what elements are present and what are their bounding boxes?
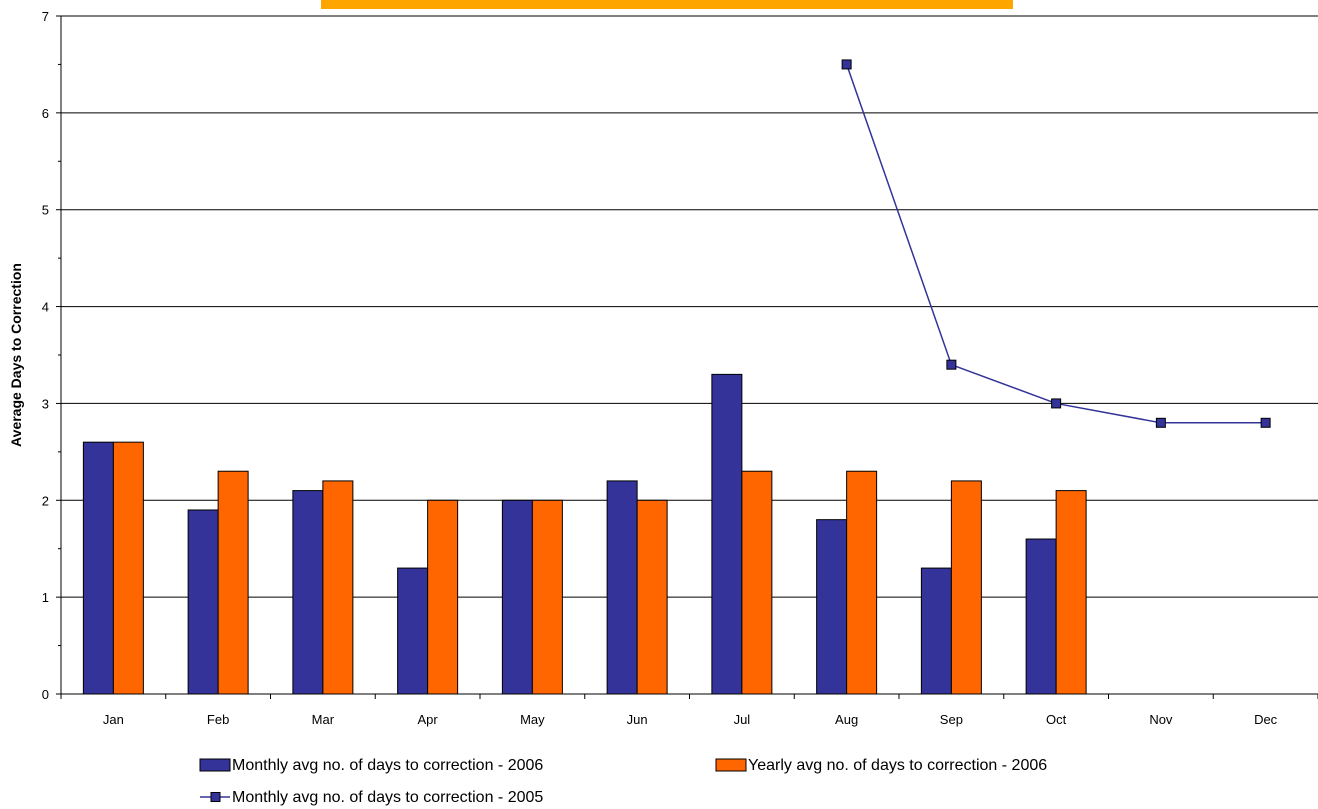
- gridlines: [61, 15, 1318, 598]
- bar-yearly-2006: [1055, 490, 1087, 695]
- x-tick-label: Nov: [1149, 712, 1173, 727]
- bar-yearly-2006: [217, 470, 249, 695]
- x-tick-label: Apr: [418, 712, 439, 727]
- bar-yearly-2006: [531, 499, 563, 695]
- x-tick-label: Feb: [207, 712, 229, 727]
- line-marker-2005: [946, 359, 957, 370]
- legend-swatch: [199, 758, 231, 772]
- x-tick-label: Oct: [1046, 712, 1067, 727]
- bar-monthly-2006: [920, 567, 952, 695]
- bar-monthly-2006: [82, 441, 114, 695]
- y-tick-label: 1: [42, 590, 49, 605]
- y-tick-label: 4: [42, 300, 49, 315]
- legend-item: Monthly avg no. of days to correction - …: [199, 757, 543, 774]
- line-marker-2005: [841, 59, 852, 70]
- x-tick-label: Jul: [734, 712, 751, 727]
- y-tick-label: 6: [42, 106, 49, 121]
- bar-yearly-2006: [322, 480, 354, 695]
- y-tick-label: 0: [42, 687, 49, 702]
- x-tick-label: Jun: [627, 712, 648, 727]
- bar-yearly-2006: [427, 499, 459, 695]
- bar-monthly-2006: [501, 499, 533, 695]
- legend: Monthly avg no. of days to correction - …: [199, 757, 1047, 806]
- x-tick-label: May: [520, 712, 545, 727]
- legend-marker: [210, 792, 221, 802]
- bar-yearly-2006: [741, 470, 773, 695]
- legend-label: Monthly avg no. of days to correction - …: [232, 757, 543, 774]
- y-tick-label: 3: [42, 396, 49, 411]
- bar-monthly-2006: [711, 373, 743, 695]
- bar-yearly-2006: [636, 499, 668, 695]
- x-tick-label: Mar: [312, 712, 335, 727]
- bar-yearly-2006: [846, 470, 878, 695]
- bar-yearly-2006: [112, 441, 144, 695]
- bar-monthly-2006: [816, 519, 848, 695]
- bar-monthly-2006: [292, 490, 324, 695]
- x-tick-label: Jan: [103, 712, 124, 727]
- bar-yearly-2006: [950, 480, 982, 695]
- title-banner: [321, 0, 1013, 9]
- line-series: [841, 59, 1271, 428]
- bars: [82, 373, 1087, 695]
- x-tick-label: Sep: [940, 712, 963, 727]
- bar-monthly-2006: [606, 480, 638, 695]
- legend-item: Yearly avg no. of days to correction - 2…: [715, 757, 1047, 774]
- x-tick-label: Dec: [1254, 712, 1278, 727]
- y-axis-title: Average Days to Correction: [8, 263, 24, 447]
- legend-label: Monthly avg no. of days to correction - …: [232, 789, 543, 806]
- line-marker-2005: [1155, 417, 1166, 428]
- x-tick-label: Aug: [835, 712, 858, 727]
- legend-item: Monthly avg no. of days to correction - …: [200, 789, 543, 806]
- bar-monthly-2006: [1025, 538, 1057, 695]
- line-marker-2005: [1260, 417, 1271, 428]
- y-tick-label: 7: [42, 9, 49, 24]
- y-tick-label: 5: [42, 203, 49, 218]
- bar-monthly-2006: [397, 567, 429, 695]
- bar-monthly-2006: [187, 509, 219, 695]
- y-tick-label: 2: [42, 493, 49, 508]
- line-marker-2005: [1051, 398, 1062, 409]
- legend-label: Yearly avg no. of days to correction - 2…: [748, 757, 1047, 774]
- axes: 0 1 2 3 4 5 6 7 Jan Feb Mar Apr May Jun Jul Aug Sep Oct No…: [42, 9, 1318, 727]
- legend-swatch: [715, 758, 747, 772]
- line-monthly-2005: [845, 64, 1266, 424]
